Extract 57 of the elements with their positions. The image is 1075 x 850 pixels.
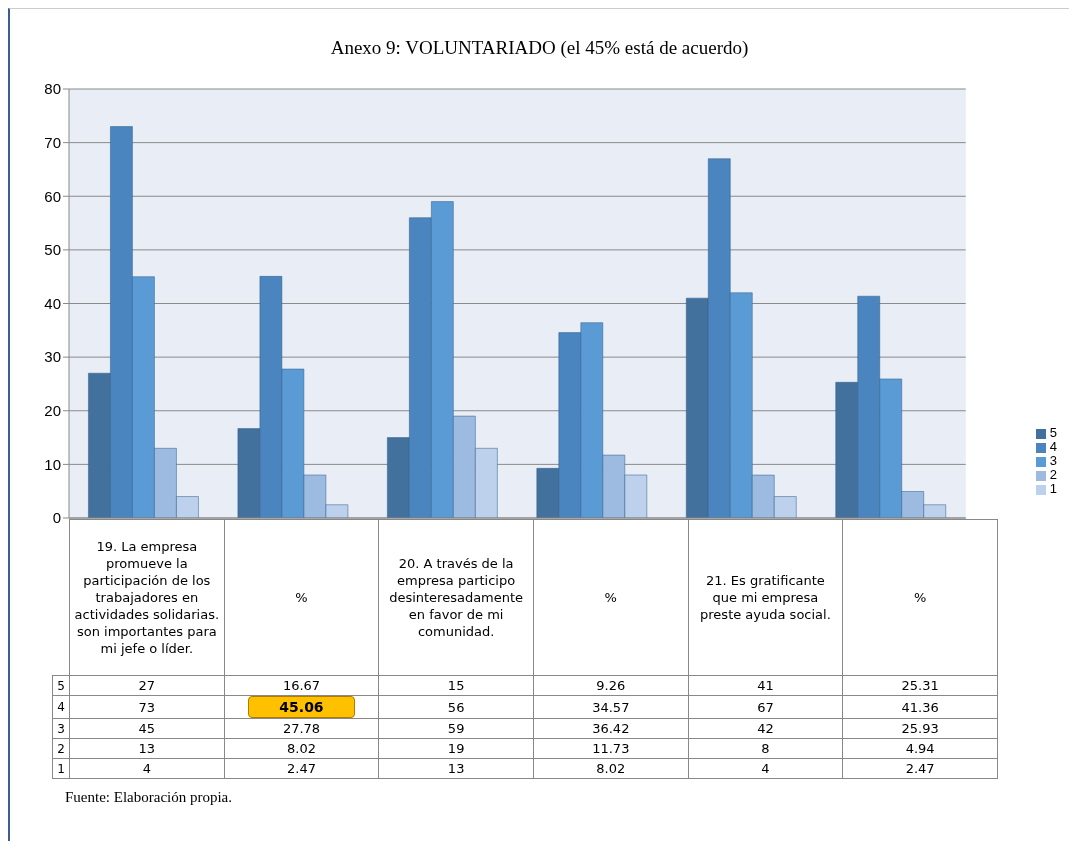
text: 1 [57, 761, 65, 776]
legend-label: 5 [1049, 425, 1057, 440]
legend-label: 2 [1049, 467, 1057, 482]
data-label: 34.57 [533, 695, 689, 719]
data-label: 8 [688, 738, 843, 759]
x-tick-label: 20. A través de la empresa participo desinteresadamente en favor de mi comunidad. [378, 519, 534, 676]
y-tick-label: 70 [44, 133, 61, 151]
data-label: 8.02 [224, 738, 379, 759]
text: 5 [57, 678, 65, 693]
x-tick-label: % [533, 519, 689, 676]
data-label: 41.36 [842, 695, 998, 719]
legend-label: 1 [1049, 481, 1057, 496]
x-tick-label: 19. La empresa promueve la participación de los trabajadores en actividades solidarias. son importantes para mi jefe o líder. [69, 519, 225, 676]
y-tick-label: 80 [44, 80, 61, 98]
data-label: 67 [688, 695, 843, 719]
data-label: 73 [69, 695, 225, 719]
y-tick-label: 20 [44, 402, 61, 420]
data-label: 13 [378, 758, 534, 779]
data-label: 16.67 [224, 675, 379, 696]
text: 4 [57, 700, 65, 714]
source-note: Fuente: Elaboración propia. [65, 789, 234, 806]
data-label: 11.73 [533, 738, 689, 759]
data-label: 4 [69, 758, 225, 779]
data-label: 25.31 [842, 675, 998, 696]
data-label: 36.42 [533, 718, 689, 739]
text: 2 [57, 741, 65, 756]
y-tick-label: 10 [44, 455, 61, 473]
legend-label: 4 [1049, 439, 1057, 454]
data-label: 27.78 [224, 718, 379, 739]
data-label: 9.26 [533, 675, 689, 696]
data-label: 2.47 [842, 758, 998, 779]
chart-title: Anexo 9: VOLUNTARIADO (el 45% está de acuerdo) [329, 37, 750, 59]
data-label: 56 [378, 695, 534, 719]
data-label: 4 [688, 758, 843, 779]
data-label: 27 [69, 675, 225, 696]
x-tick-label: % [842, 519, 998, 676]
y-tick-label: 60 [44, 187, 61, 205]
data-label: 25.93 [842, 718, 998, 739]
data-label: 19 [378, 738, 534, 759]
x-tick-label: % [224, 519, 379, 676]
y-tick-label: 50 [44, 241, 61, 259]
text: 3 [57, 721, 65, 736]
data-label: 8.02 [533, 758, 689, 779]
data-label: 2.47 [224, 758, 379, 779]
y-tick-label: 0 [52, 509, 61, 527]
legend-label: 3 [1049, 453, 1057, 468]
data-label: 45.06 [248, 696, 355, 718]
data-label: 42 [688, 718, 843, 739]
data-label: 15 [378, 675, 534, 696]
data-label: 13 [69, 738, 225, 759]
y-tick-label: 40 [44, 294, 61, 312]
y-tick-label: 30 [44, 348, 61, 366]
data-label: 41 [688, 675, 843, 696]
data-label: 45 [69, 718, 225, 739]
x-tick-label: 21. Es gratificante que mi empresa preste ayuda social. [688, 519, 843, 676]
data-label: 59 [378, 718, 534, 739]
data-label: 4.94 [842, 738, 998, 759]
